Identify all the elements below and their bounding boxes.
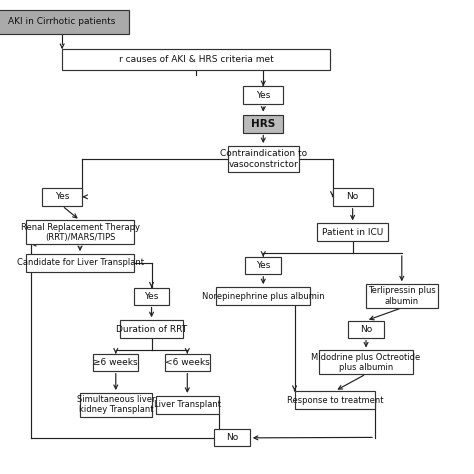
FancyBboxPatch shape <box>366 284 438 308</box>
FancyBboxPatch shape <box>294 391 375 409</box>
Text: Candidate for Liver Transplant: Candidate for Liver Transplant <box>17 258 144 267</box>
Text: Renal Replacement Therapy
(RRT)/MARS/TIPS: Renal Replacement Therapy (RRT)/MARS/TIP… <box>20 223 139 242</box>
Text: r causes of AKI & HRS criteria met: r causes of AKI & HRS criteria met <box>119 55 273 64</box>
Text: No: No <box>346 192 359 201</box>
Text: No: No <box>226 433 238 442</box>
FancyBboxPatch shape <box>27 254 134 272</box>
FancyBboxPatch shape <box>165 354 210 371</box>
FancyBboxPatch shape <box>93 354 138 371</box>
Text: No: No <box>360 325 372 334</box>
Text: Patient in ICU: Patient in ICU <box>322 228 383 237</box>
FancyBboxPatch shape <box>214 429 250 447</box>
FancyBboxPatch shape <box>62 49 330 71</box>
FancyBboxPatch shape <box>243 115 283 133</box>
FancyBboxPatch shape <box>134 288 169 305</box>
Text: ≥6 weeks: ≥6 weeks <box>93 358 138 367</box>
Text: Duration of RRT: Duration of RRT <box>116 325 187 334</box>
FancyBboxPatch shape <box>228 146 299 172</box>
FancyBboxPatch shape <box>156 396 219 414</box>
Text: Response to treatment: Response to treatment <box>286 395 383 404</box>
Text: Yes: Yes <box>256 91 271 100</box>
Text: Midodrine plus Octreotide
plus albumin: Midodrine plus Octreotide plus albumin <box>311 353 421 372</box>
Text: Yes: Yes <box>145 292 159 301</box>
FancyBboxPatch shape <box>319 350 413 374</box>
FancyBboxPatch shape <box>348 320 384 337</box>
Text: HRS: HRS <box>251 118 275 128</box>
FancyBboxPatch shape <box>27 220 134 244</box>
Text: Terlipressin plus
albumin: Terlipressin plus albumin <box>368 286 436 306</box>
FancyBboxPatch shape <box>246 257 281 274</box>
Text: Yes: Yes <box>256 261 271 270</box>
FancyBboxPatch shape <box>120 320 183 338</box>
Text: Liver Transplant: Liver Transplant <box>154 400 221 409</box>
Text: AKI in Cirrhotic patients: AKI in Cirrhotic patients <box>9 18 116 27</box>
Text: Norepinephrine plus albumin: Norepinephrine plus albumin <box>202 292 325 301</box>
Text: Yes: Yes <box>55 192 69 201</box>
FancyBboxPatch shape <box>80 393 152 417</box>
Text: Simultaneous liver
kidney Transplant: Simultaneous liver kidney Transplant <box>76 395 155 414</box>
Text: Contraindication to
vasoconstrictor: Contraindication to vasoconstrictor <box>220 149 307 169</box>
FancyBboxPatch shape <box>333 188 373 206</box>
FancyBboxPatch shape <box>317 223 388 241</box>
Text: <6 weeks: <6 weeks <box>165 358 210 367</box>
FancyBboxPatch shape <box>216 287 310 305</box>
FancyBboxPatch shape <box>243 86 283 104</box>
FancyBboxPatch shape <box>0 10 129 34</box>
FancyBboxPatch shape <box>42 188 82 206</box>
